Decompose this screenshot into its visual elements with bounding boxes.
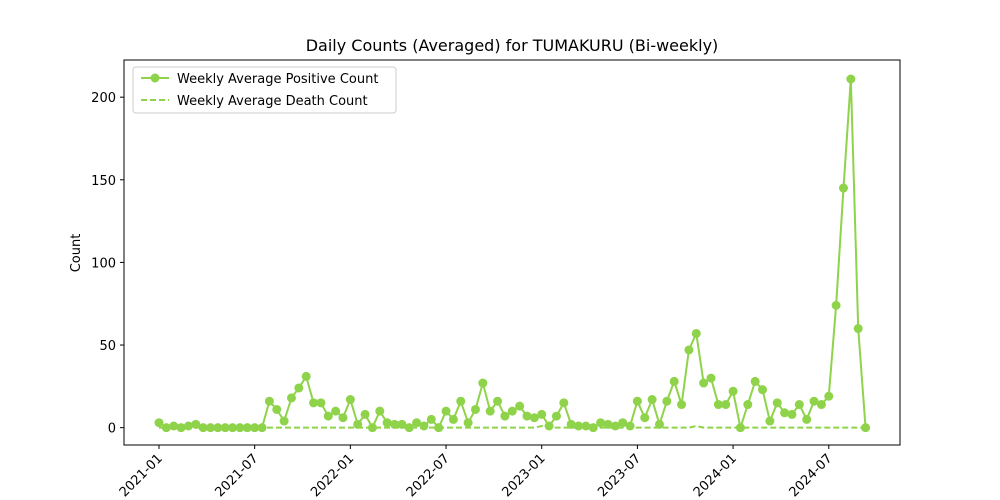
point <box>397 419 407 429</box>
point <box>596 418 606 428</box>
point <box>735 423 745 433</box>
point <box>684 345 694 355</box>
point <box>758 385 768 395</box>
point <box>242 423 252 433</box>
legend-marker <box>150 73 160 83</box>
point <box>794 400 804 410</box>
point <box>441 406 451 416</box>
point <box>677 400 687 410</box>
point <box>235 423 245 433</box>
point <box>662 396 672 406</box>
point <box>559 398 569 408</box>
y-tick-label: 0 <box>108 422 116 437</box>
point <box>515 401 525 411</box>
y-tick-label: 50 <box>99 339 116 354</box>
point <box>625 421 635 431</box>
point <box>272 404 282 414</box>
point <box>345 395 355 405</box>
point <box>618 418 628 428</box>
point <box>787 409 797 419</box>
plot-frame <box>123 59 901 446</box>
point <box>412 418 422 428</box>
point <box>529 413 539 423</box>
point <box>463 418 473 428</box>
point <box>456 396 466 406</box>
legend-label: Weekly Average Positive Count <box>177 72 378 87</box>
point <box>765 416 775 426</box>
point <box>294 383 304 393</box>
point <box>404 423 414 433</box>
point <box>522 411 532 421</box>
point <box>654 419 664 429</box>
point <box>669 376 679 386</box>
point <box>286 393 296 403</box>
point <box>353 419 363 429</box>
point <box>375 406 385 416</box>
point <box>316 398 326 408</box>
point <box>500 411 510 421</box>
point <box>382 418 392 428</box>
point <box>478 378 488 388</box>
point <box>780 408 790 418</box>
point <box>728 386 738 396</box>
y-tick-label: 200 <box>91 91 116 106</box>
point <box>360 409 370 419</box>
point <box>846 74 856 84</box>
point <box>448 414 458 424</box>
chart-title: Daily Counts (Averaged) for TUMAKURU (Bi… <box>306 36 719 55</box>
point <box>853 324 863 334</box>
point <box>750 376 760 386</box>
point <box>154 418 164 428</box>
point <box>566 419 576 429</box>
point <box>161 423 171 433</box>
point <box>743 400 753 410</box>
point <box>426 414 436 424</box>
point <box>838 183 848 193</box>
point <box>809 396 819 406</box>
point <box>338 413 348 423</box>
series-line <box>159 424 866 429</box>
point <box>264 396 274 406</box>
point <box>721 400 731 410</box>
point <box>706 373 716 383</box>
legend-label: Weekly Average Death Count <box>177 94 368 109</box>
point <box>537 409 547 419</box>
point <box>772 398 782 408</box>
point <box>331 406 341 416</box>
point <box>640 413 650 423</box>
point <box>699 378 709 388</box>
point <box>691 328 701 338</box>
point <box>816 400 826 410</box>
point <box>279 416 289 426</box>
y-axis-label: Count <box>69 234 84 273</box>
point <box>470 404 480 414</box>
point <box>603 419 613 429</box>
legend-box <box>132 66 397 114</box>
point <box>419 421 429 431</box>
point <box>309 398 319 408</box>
point <box>802 414 812 424</box>
point <box>191 419 201 429</box>
point <box>390 419 400 429</box>
y-tick-label: 100 <box>91 256 116 271</box>
point <box>713 400 723 410</box>
point <box>551 411 561 421</box>
point <box>301 371 311 381</box>
point <box>493 396 503 406</box>
point <box>647 395 657 405</box>
point <box>323 411 333 421</box>
point <box>206 423 216 433</box>
point <box>831 300 841 310</box>
y-tick-label: 150 <box>91 174 116 189</box>
point <box>507 406 517 416</box>
point <box>485 406 495 416</box>
point <box>198 423 208 433</box>
point <box>632 396 642 406</box>
point <box>367 423 377 433</box>
point <box>824 391 834 401</box>
